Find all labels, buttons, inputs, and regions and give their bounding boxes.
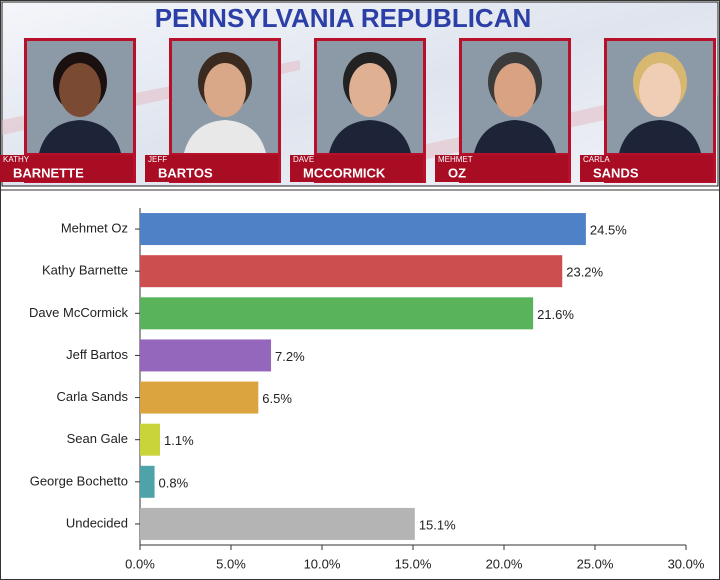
name-plate	[290, 155, 423, 182]
x-tick-label: 0.0%	[125, 556, 155, 571]
candidate-first-name: KATHY	[3, 155, 30, 164]
value-label: 15.1%	[419, 517, 456, 532]
y-tick-label: Kathy Barnette	[42, 263, 128, 278]
photo-face	[349, 63, 391, 117]
y-tick-label: Mehmet Oz	[61, 221, 128, 236]
candidate-last-name: BARNETTE	[13, 165, 84, 180]
x-tick-label: 5.0%	[216, 556, 246, 571]
y-tick-label: Carla Sands	[56, 389, 128, 404]
photo-face	[204, 63, 246, 117]
photo-body	[619, 120, 701, 153]
name-plate	[145, 155, 278, 182]
value-label: 0.8%	[159, 475, 189, 490]
photo-body	[474, 120, 556, 153]
photo-body	[329, 120, 411, 153]
candidate-first-name: DAVE	[293, 155, 314, 164]
candidate-last-name: SANDS	[593, 165, 639, 180]
bar	[140, 339, 272, 372]
value-label: 24.5%	[590, 223, 627, 238]
bar	[140, 213, 586, 246]
bar	[140, 423, 161, 456]
y-tick-label: Jeff Bartos	[66, 347, 128, 362]
value-label: 1.1%	[164, 433, 194, 448]
x-tick-label: 25.0%	[577, 556, 614, 571]
x-tick-label: 15.0%	[395, 556, 432, 571]
y-tick-label: Dave McCormick	[29, 305, 128, 320]
y-tick-label: Sean Gale	[67, 431, 128, 446]
name-plate	[0, 155, 133, 182]
photo-body	[39, 120, 121, 153]
value-label: 6.5%	[262, 391, 292, 406]
candidate-cards: KATHYBARNETTEJEFFBARTOSDAVEMCCORMICKMEHM…	[0, 38, 716, 183]
name-plate	[580, 155, 713, 182]
candidate-last-name: OZ	[448, 165, 466, 180]
photo-face	[639, 63, 681, 117]
candidate-first-name: CARLA	[583, 155, 610, 164]
photo-face	[494, 63, 536, 117]
photo-body	[184, 120, 266, 153]
y-tick-label: Undecided	[66, 515, 128, 530]
x-tick-label: 20.0%	[486, 556, 523, 571]
header-title: PENNSYLVANIA REPUBLICAN	[155, 3, 532, 33]
value-label: 21.6%	[537, 307, 574, 322]
candidate-last-name: BARTOS	[158, 165, 213, 180]
bar	[140, 255, 563, 288]
y-tick-label: George Bochetto	[30, 473, 128, 488]
chart: 0.0% 5.0% 10.0% 15.0% 20.0% 25.0% 30.0% Mehmet …	[29, 208, 705, 571]
bar	[140, 381, 259, 414]
bar	[140, 507, 415, 540]
candidate-first-name: JEFF	[148, 155, 167, 164]
bar	[140, 465, 155, 498]
bar	[140, 297, 534, 330]
value-label: 23.2%	[566, 265, 603, 280]
x-tick-label: 10.0%	[304, 556, 341, 571]
x-tick-label: 30.0%	[668, 556, 705, 571]
candidate-first-name: MEHMET	[438, 155, 473, 164]
photo-face	[59, 63, 101, 117]
candidate-last-name: MCCORMICK	[303, 165, 386, 180]
name-plate	[435, 155, 568, 182]
value-label: 7.2%	[275, 349, 305, 364]
